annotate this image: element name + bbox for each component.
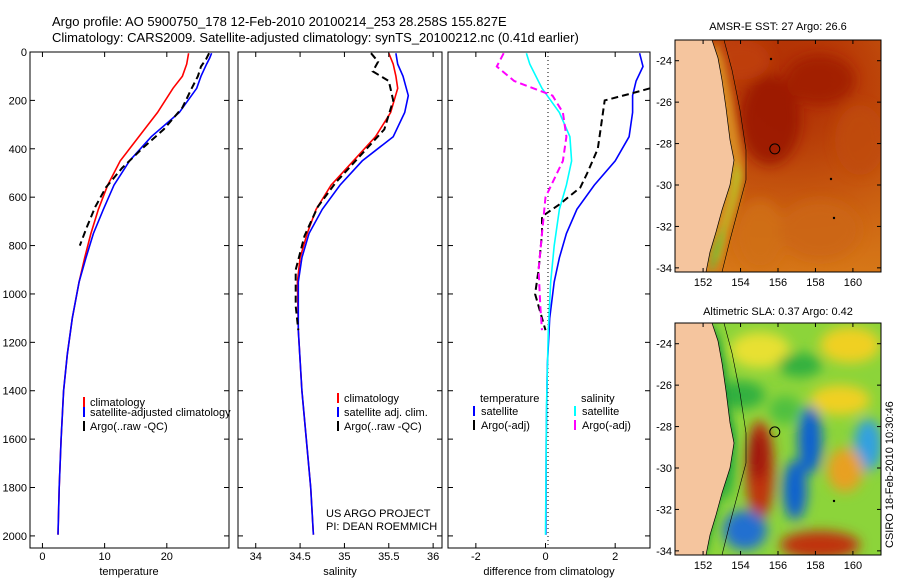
x-tick-label: 35.5 [378,551,399,563]
coastline [705,323,735,555]
land-mass [675,40,734,272]
y-tick-label: -26 [656,97,672,109]
legend-temperature-title: temperature [480,393,539,405]
legend-argo: Argo(..raw -QC) [90,421,168,433]
temperature-axes [29,51,230,549]
legend-climatology: climatology [344,393,400,405]
header-title: Argo profile: AO 5900750_178 12-Feb-2010… [52,14,507,29]
float-position-marker [769,143,781,155]
y-tick-label: -24 [656,56,672,68]
legend-salinity-title: salinity [581,393,615,405]
temperature-panel: 0 10 20 0 200 400 600 800 1000 1200 1400 1600 1800 2… [3,47,232,578]
x-tick-label: 154 [731,560,749,572]
x-tick-label: 10 [99,551,111,563]
y-tick-label: -28 [656,422,672,434]
legend-climatology: climatology [90,397,146,409]
y-tick-label: 1400 [3,386,27,398]
temperature-xlabel: temperature [99,566,158,578]
x-tick-label: 152 [694,277,712,289]
x-tick-label: 36 [427,551,439,563]
difference-panel: -2 0 2 difference from climatology tempera… [447,51,651,578]
isobath-line [721,40,747,272]
y-tick-label: -26 [656,380,672,392]
salinity-legend: climatology satellite adj. clim. Argo(..… [337,393,428,433]
salinity-axes [237,51,443,549]
salinity-panel: 34 34.5 35 35.5 36 salinity climatology sate… [237,51,443,578]
isobath-line [721,323,747,555]
sla-map-image [675,323,881,555]
x-tick-label: 34 [250,551,262,563]
side-timestamp: CSIRO 18-Feb-2010 10:30:46 [884,401,896,548]
x-tick-label: 20 [161,551,173,563]
x-tick-label: 156 [769,560,787,572]
x-tick-label: 158 [806,277,824,289]
legend-satellite: satellite-adjusted climatology [90,407,231,419]
y-tick-label: -30 [656,463,672,475]
x-tick-label: 35 [338,551,350,563]
y-tick-label: -34 [656,546,672,558]
legend-argo: Argo(..raw -QC) [344,421,422,433]
sst-map-title: AMSR-E SST: 27 Argo: 26.6 [709,21,847,33]
y-tick-label: 1000 [3,289,27,301]
salinity-xlabel: salinity [323,566,357,578]
legend-sal-argo: Argo(-adj) [582,420,631,432]
sla-map-title: Altimetric SLA: 0.37 Argo: 0.42 [703,306,853,318]
x-tick-label: 0 [542,551,548,563]
x-tick-label: 0 [39,551,45,563]
float-position-marker [769,426,781,438]
difference-legend: temperature satellite Argo(-adj) salinit… [473,393,631,432]
series-line-salinity-argo-adj- [495,52,568,331]
x-tick-label: 154 [731,277,749,289]
coastline [705,40,735,272]
y-tick-label: 2000 [3,531,27,543]
x-tick-label: 160 [844,560,862,572]
x-tick-label: -2 [471,551,481,563]
y-tick-label: 1600 [3,434,27,446]
series-line-satellite-adjusted-climatology [57,52,213,535]
x-tick-label: 160 [844,277,862,289]
series-line-satellite-adj-clim- [297,53,410,535]
x-tick-label: 158 [806,560,824,572]
x-tick-label: 156 [769,277,787,289]
series-line-argo-raw-qc- [294,52,395,331]
series-line-temperature-argo-adj- [534,87,651,331]
y-tick-label: -30 [656,180,672,192]
credit-line-2: PI: DEAN ROEMMICH [326,521,437,533]
y-tick-label: 600 [9,192,27,204]
x-tick-label: 34.5 [289,551,310,563]
legend-temp-satellite: satellite [481,406,518,418]
series-line-salinity-satellite [525,52,573,535]
x-tick-label: 2 [612,551,618,563]
header-subtitle: Climatology: CARS2009. Satellite-adjuste… [52,30,579,45]
sst-map-image [675,40,881,272]
land-mass [675,323,734,555]
sla-map-panel: Altimetric SLA: 0.37 Argo: 0.42 [656,306,882,572]
difference-xlabel: difference from climatology [483,566,615,578]
y-tick-label: -32 [656,221,672,233]
y-tick-label: -28 [656,139,672,151]
y-tick-label: 1200 [3,337,27,349]
y-tick-label: -24 [656,339,672,351]
x-tick-label: 152 [694,560,712,572]
y-tick-label: 400 [9,144,27,156]
series-line-argo-raw-qc- [78,52,210,246]
temperature-legend: climatology satellite-adjusted climatolo… [83,397,231,433]
y-tick-label: -34 [656,263,672,275]
y-tick-label: 1800 [3,483,27,495]
y-tick-label: 800 [9,241,27,253]
sst-map-panel: AMSR-E SST: 27 Argo: 26.6 [656,21,882,289]
legend-satellite: satellite adj. clim. [344,407,428,419]
y-tick-label: -32 [656,504,672,516]
y-tick-label: 0 [21,47,27,59]
legend-sal-satellite: satellite [582,406,619,418]
legend-temp-argo: Argo(-adj) [481,420,530,432]
y-tick-label: 200 [9,95,27,107]
credit-line-1: US ARGO PROJECT [326,508,431,520]
